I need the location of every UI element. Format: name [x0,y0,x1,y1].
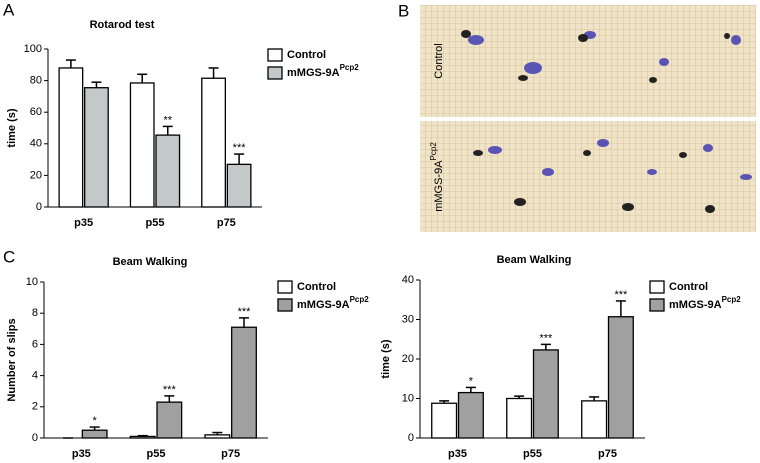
legend-name: Control [297,281,336,293]
legend-name: mMGS-9A [287,67,340,79]
bar [607,316,634,439]
bar [84,87,109,208]
y-tick-label: 40 [402,274,414,286]
legend-label: Control [297,281,336,293]
bar [457,391,484,439]
legend-swatch [649,280,665,294]
x-tick-label: p35 [74,217,93,229]
significance: ** [163,114,172,126]
bar [204,434,231,439]
photo-label: mMGS-9APcp2 [429,142,445,212]
legend-name: Control [669,281,708,293]
legend-sup: Pcp2 [722,295,742,304]
photo-label-sup: Pcp2 [429,142,438,161]
legend-swatch [649,298,665,312]
y-axis-label: time (s) [6,108,18,147]
significance: *** [233,142,247,154]
y-tick-label: 80 [30,75,42,87]
x-tick-label: p55 [147,448,166,460]
significance: * [93,415,98,427]
chart-title: Rotarod test [90,19,155,31]
photo-label-text: mMGS-9A [433,160,445,212]
bar [506,397,533,439]
y-tick-label: 4 [32,370,38,382]
y-tick-label: 0 [32,432,38,444]
y-tick-label: 2 [32,401,38,413]
footprint-photo [420,5,756,232]
significance: *** [539,332,553,344]
bar [201,77,226,208]
bar [81,429,108,439]
bar [226,163,252,208]
significance: * [469,375,474,387]
significance: *** [614,289,628,301]
x-tick-label: p75 [598,448,617,460]
bar [155,134,181,208]
legend-swatch [277,298,293,312]
y-tick-label: 60 [30,106,42,118]
y-tick-label: 40 [30,138,42,150]
y-tick-label: 0 [36,201,42,213]
legend-label: mMGS-9APcp2 [669,295,741,311]
legend-sup: Pcp2 [340,63,360,72]
bar [58,67,84,208]
legend-name: mMGS-9A [669,299,722,311]
y-tick-label: 10 [26,276,38,288]
y-axis-label: Number of slips [6,318,18,401]
x-tick-label: p55 [523,448,542,460]
x-tick-label: p75 [221,448,240,460]
bar [581,400,608,439]
bar [129,82,155,208]
y-tick-label: 30 [402,313,414,325]
legend-sup: Pcp2 [350,295,370,304]
bar [532,349,559,439]
bar [129,435,156,439]
chart-title: Beam Walking [497,254,572,266]
panel-letter: C [3,247,15,266]
y-tick-label: 0 [408,432,414,444]
y-tick-label: 6 [32,338,38,350]
photo-label: Control [433,43,445,78]
legend-name: mMGS-9A [297,299,350,311]
legend-label: mMGS-9APcp2 [287,63,359,79]
bar [231,326,257,439]
x-tick-label: p55 [146,217,165,229]
y-tick-label: 8 [32,307,38,319]
legend-label: Control [287,49,326,61]
bar [156,401,183,439]
y-axis-label: time (s) [380,339,392,378]
y-tick-label: 20 [30,169,42,181]
legend-swatch [267,66,283,80]
chart-title: Beam Walking [113,256,188,268]
panel-letter: B [398,1,409,20]
y-tick-label: 10 [402,392,414,404]
legend-label: mMGS-9APcp2 [297,295,369,311]
legend-swatch [277,280,293,294]
significance: *** [238,306,252,318]
x-tick-label: p35 [72,448,91,460]
y-tick-label: 100 [24,43,42,55]
legend-swatch [267,48,283,62]
legend-name: Control [287,49,326,61]
significance: *** [163,384,177,396]
y-tick-label: 20 [402,353,414,365]
x-tick-label: p35 [448,448,467,460]
bar [431,402,458,439]
legend-label: Control [669,281,708,293]
panel-letter: A [3,0,15,19]
x-tick-label: p75 [217,217,236,229]
